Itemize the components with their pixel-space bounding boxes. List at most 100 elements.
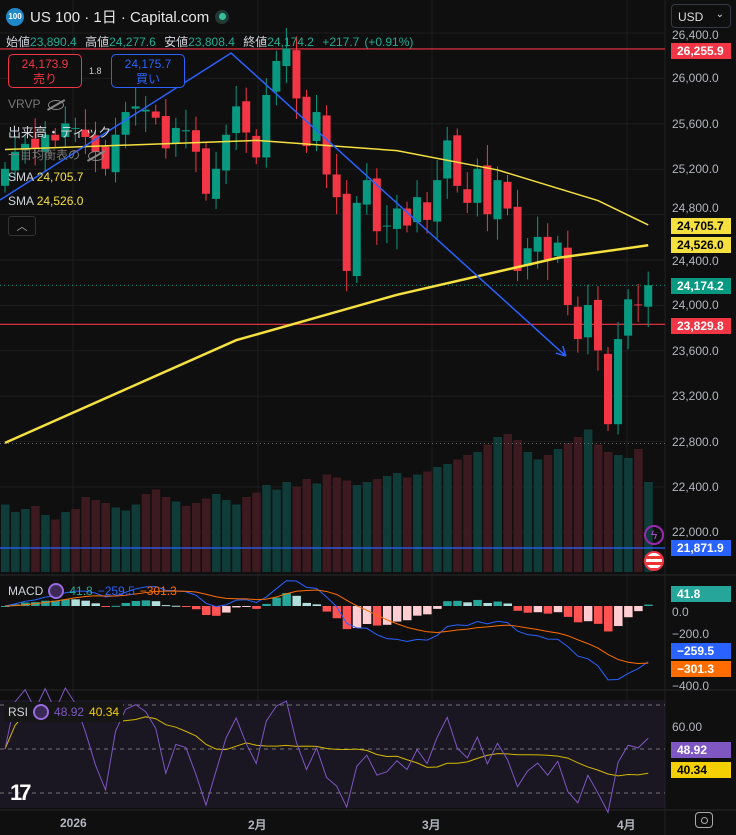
macd-histogram-bar [433, 606, 442, 609]
us-flag-event-icon[interactable] [644, 551, 664, 571]
volume-bar [232, 504, 241, 572]
legend-sma-1[interactable]: SMA 24,705.7 [8, 170, 83, 184]
candle-body [312, 112, 321, 141]
volume-bar [1, 504, 10, 572]
volume-bar [212, 494, 221, 572]
volume-bar [473, 452, 482, 572]
macd-legend[interactable]: MACD 41.8 −259.5 −301.3 [8, 583, 177, 599]
volume-bar [403, 477, 412, 572]
macd-histogram-bar [41, 600, 50, 606]
volume-bar [191, 503, 201, 572]
symbol-title[interactable]: US 100 · 1日 · Capital.com [30, 9, 210, 26]
tradingview-logo[interactable]: 17 [10, 780, 32, 805]
price-axis-label: 25,600.0 [672, 116, 719, 131]
volume-bar [272, 489, 281, 572]
candle-body [121, 112, 130, 135]
volume-bar [161, 497, 171, 572]
volume-bar [131, 504, 141, 572]
price-axis-label: 24,800.0 [672, 201, 719, 215]
sma-50-line [4, 139, 649, 226]
volume-bar [262, 485, 271, 572]
macd-histogram-bar [483, 603, 492, 606]
legend-sma-2[interactable]: SMA 24,526.0 [8, 194, 83, 208]
volume-bar [463, 455, 472, 572]
macd-histogram-bar [513, 606, 523, 611]
legend-ichimoku[interactable]: 一目均衡表の [8, 146, 105, 163]
candle-body [232, 106, 241, 134]
macd-histogram-bar [503, 603, 512, 606]
macd-histogram-bar [81, 600, 90, 606]
rsi-legend[interactable]: RSI 48.92 40.34 [4, 702, 124, 722]
lightning-event-icon[interactable]: ϟ [644, 525, 664, 545]
macd-histogram-bar [322, 606, 332, 612]
symbol-header[interactable]: 100 US 100 · 1日 · Capital.com [6, 6, 230, 27]
time-label: 2月 [248, 818, 267, 832]
macd-histogram-bar [342, 606, 352, 630]
candle-body [252, 135, 261, 158]
change-value: +217.7 [322, 35, 360, 49]
macd-histogram-bar [121, 603, 131, 606]
collapse-legend-button[interactable]: ︿ [8, 216, 36, 236]
sma1-price-tag: 24,705.7 [671, 218, 731, 234]
candle-body [453, 135, 462, 186]
macd-histogram-bar [91, 603, 100, 606]
candle-body [71, 127, 80, 129]
candle-body [593, 299, 602, 351]
price-axis-label: 26,000.0 [672, 71, 719, 86]
macd-histogram-bar [131, 600, 141, 606]
volume-bar [624, 458, 633, 572]
refresh-icon[interactable] [33, 704, 50, 720]
chart-settings-icon[interactable] [695, 812, 713, 828]
candle-body [433, 180, 442, 222]
volume-bar [11, 512, 20, 572]
currency-select[interactable]: USD ⌄ [671, 4, 731, 28]
buy-button[interactable]: 24,175.7 買い [111, 54, 185, 88]
legend-volume[interactable]: 出来高・ティック [8, 125, 112, 140]
legend-vrvp[interactable]: VRVP [8, 97, 65, 111]
macd-histogram-bar [51, 600, 60, 606]
sell-button[interactable]: 24,173.9 売り [8, 54, 82, 88]
macd-hist-value: 41.8 [69, 584, 93, 598]
time-label: 2026 [60, 816, 87, 830]
change-percent: (+0.91%) [364, 35, 414, 49]
candle-body [634, 304, 643, 306]
candle-body [493, 180, 502, 220]
buy-price: 24,175.7 [124, 57, 172, 71]
candle-body [543, 236, 552, 260]
refresh-icon[interactable] [48, 583, 65, 599]
macd-histogram-bar [161, 605, 171, 607]
macd-histogram-bar [453, 600, 462, 606]
volume-bar [51, 519, 60, 572]
candle-body [382, 225, 391, 227]
volume-bar [111, 507, 121, 572]
candle-body [212, 168, 221, 199]
price-axis-label: 22,800.0 [672, 434, 719, 449]
candle-body [553, 242, 562, 257]
volume-bar [573, 437, 583, 572]
open-value: 23,890.4 [30, 35, 77, 49]
volume-bar [151, 489, 161, 572]
volume-bar [181, 506, 191, 572]
macd-axis-label: −200.0 [672, 627, 710, 641]
sma2-label: SMA [8, 194, 34, 208]
volume-bar [513, 440, 523, 572]
volume-bar [523, 452, 533, 572]
hidden-eye-icon[interactable] [88, 150, 105, 161]
candle-body [392, 208, 401, 229]
macd-histogram-bar [563, 606, 573, 617]
macd-axis-label: 0.0 [672, 605, 689, 619]
ichimoku-label: 一目均衡表の [8, 148, 81, 162]
hidden-eye-icon[interactable] [48, 99, 65, 110]
macd-histogram-bar [151, 601, 161, 606]
rsi-label: RSI [8, 705, 29, 719]
macd-histogram-bar [614, 606, 623, 627]
candle-body [563, 247, 572, 305]
candle-body [624, 299, 633, 336]
macd-histogram-bar [262, 603, 271, 606]
candle-body [523, 248, 532, 266]
candle-body [423, 202, 432, 220]
candle-body [614, 339, 623, 425]
candle-body [513, 206, 522, 271]
macd-histogram-bar [362, 606, 372, 625]
